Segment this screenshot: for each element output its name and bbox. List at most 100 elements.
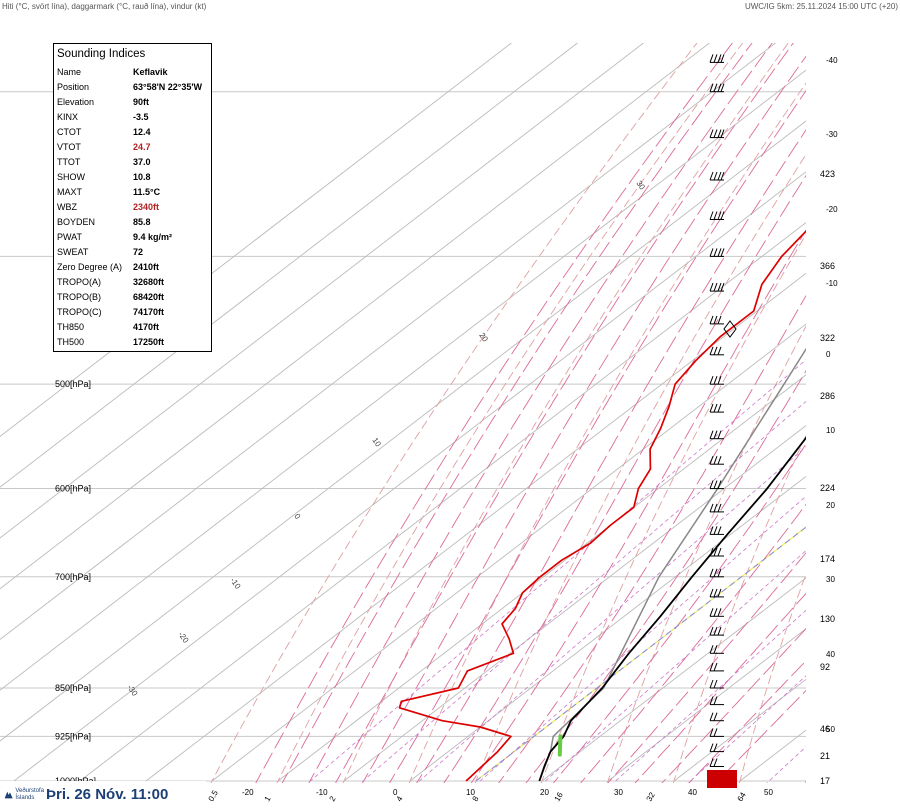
moist-adiabat-line	[552, 443, 806, 783]
isotherm-line	[211, 323, 806, 782]
dry-adiabat-line	[738, 572, 806, 783]
isotherm-line	[0, 43, 645, 539]
mixing-ratio-line	[416, 446, 806, 783]
indices-row: TROPO(A) 32680ft	[57, 274, 202, 289]
index-value: 2410ft	[133, 261, 160, 272]
wind-barb-flag	[713, 568, 718, 577]
wind-barb	[709, 588, 724, 598]
height-label: 286	[820, 391, 835, 401]
parcel-curve	[538, 347, 806, 782]
wind-barb-flag	[717, 526, 722, 535]
wind-barb	[709, 376, 724, 385]
wind-barb-flag	[717, 503, 722, 513]
moist-adiabat-line	[416, 129, 806, 783]
index-name: PWAT	[57, 231, 82, 242]
dry-adiabat-line	[606, 325, 806, 783]
wind-barb-flag	[709, 626, 714, 636]
wind-barb-flag	[713, 712, 718, 721]
logo-line-1: Veðurstofa	[15, 787, 44, 794]
index-name: TROPO(C)	[57, 306, 102, 317]
wind-barb-flag	[713, 480, 718, 489]
wind-barb	[709, 503, 724, 513]
bottom-temp-label: 50	[764, 788, 773, 797]
wind-barb-flag	[713, 608, 718, 617]
wind-barb	[709, 403, 724, 413]
wind-barb-flag	[713, 282, 718, 292]
wind-barb-flag	[717, 626, 722, 636]
index-value: 85.8	[133, 216, 151, 227]
wind-barb-flag	[713, 403, 718, 413]
sounding-profiles	[398, 230, 806, 782]
wind-barb	[709, 83, 725, 93]
dry-adiabat-line	[342, 43, 789, 783]
isotherm-label: 0	[292, 512, 302, 521]
bottom-temp-label: 40	[688, 788, 697, 797]
index-name: TTOT	[57, 156, 81, 167]
indices-row: MAXT 11.5°C	[57, 184, 202, 199]
wind-barb	[709, 480, 724, 490]
bottom-temp-label: 30	[614, 788, 623, 797]
wind-barb-flag	[709, 403, 714, 413]
indices-title: Sounding Indices	[57, 48, 146, 60]
wind-barb-flag	[713, 171, 718, 181]
moist-adiabat-line	[308, 43, 773, 783]
indices-row: Zero Degree (A) 2410ft	[57, 259, 202, 274]
wind-barb-flag	[713, 728, 718, 737]
cloud-base-marker	[557, 734, 563, 757]
temperature-curve	[538, 436, 806, 782]
wind-barb-flag	[709, 456, 714, 465]
wind-barb-flag	[713, 346, 718, 355]
wind-barb-flag	[713, 526, 718, 535]
wind-barb-flag	[713, 456, 718, 465]
index-value: 10.8	[133, 171, 151, 182]
right-temp-label: -40	[826, 56, 838, 65]
isotherm-line	[0, 43, 711, 590]
wind-barb-flag	[709, 696, 714, 705]
index-name: SHOW	[57, 171, 85, 182]
isotherm-line	[0, 43, 513, 437]
isotherm-label: -10	[228, 576, 242, 591]
mixing-ratio-label: 16	[553, 790, 566, 803]
bottom-temp-label: -10	[316, 788, 328, 797]
wind-barb-flag	[717, 547, 722, 557]
wind-barb-flag	[709, 430, 714, 439]
index-value: 90ft	[133, 96, 150, 107]
mixing-ratio-label: 32	[645, 790, 658, 803]
wind-barb	[709, 54, 725, 63]
wind-barb-flag	[709, 503, 714, 513]
dry-adiabat-line	[805, 779, 806, 783]
right-temp-label: -20	[826, 205, 838, 214]
surface-wind-bar	[707, 770, 737, 788]
index-value: 68420ft	[133, 291, 165, 302]
vedurstofa-logo: Veðurstofa Íslands	[4, 788, 44, 802]
wind-barb	[709, 129, 725, 139]
indices-row: SWEAT 72	[57, 244, 202, 259]
index-name: TH850	[57, 321, 85, 332]
mixing-ratio-line	[612, 609, 806, 783]
wind-barbs	[707, 54, 737, 788]
moist-adiabat-line	[335, 43, 794, 783]
wind-barb-flag	[713, 430, 718, 439]
isotherm-line	[13, 171, 806, 782]
wind-barb-flag	[709, 346, 714, 355]
wind-barb-flag	[713, 626, 718, 636]
wind-barb	[709, 712, 724, 722]
index-name: TROPO(A)	[57, 276, 101, 287]
wind-barb	[709, 547, 724, 557]
right-temp-label: 0	[826, 350, 831, 359]
moist-adiabat-line	[580, 503, 806, 783]
indices-row: WBZ 2340ft	[57, 199, 202, 214]
wind-barb-flag	[713, 743, 718, 752]
height-label: 130	[820, 614, 835, 624]
moist-adiabat-line	[361, 55, 806, 783]
sounding-indices-panel: Sounding Indices Name Keflavik Position 63°…	[53, 43, 212, 352]
right-temp-label: 10	[826, 426, 835, 435]
wind-barb-flag	[717, 376, 722, 385]
dewpoint-curve	[398, 230, 806, 782]
index-value: 24.7	[133, 141, 151, 152]
height-label: 21	[820, 751, 830, 761]
index-name: Name	[57, 66, 82, 77]
index-name: Elevation	[57, 96, 95, 107]
wind-barb-flag	[713, 645, 718, 654]
isotherm-line	[0, 69, 806, 691]
